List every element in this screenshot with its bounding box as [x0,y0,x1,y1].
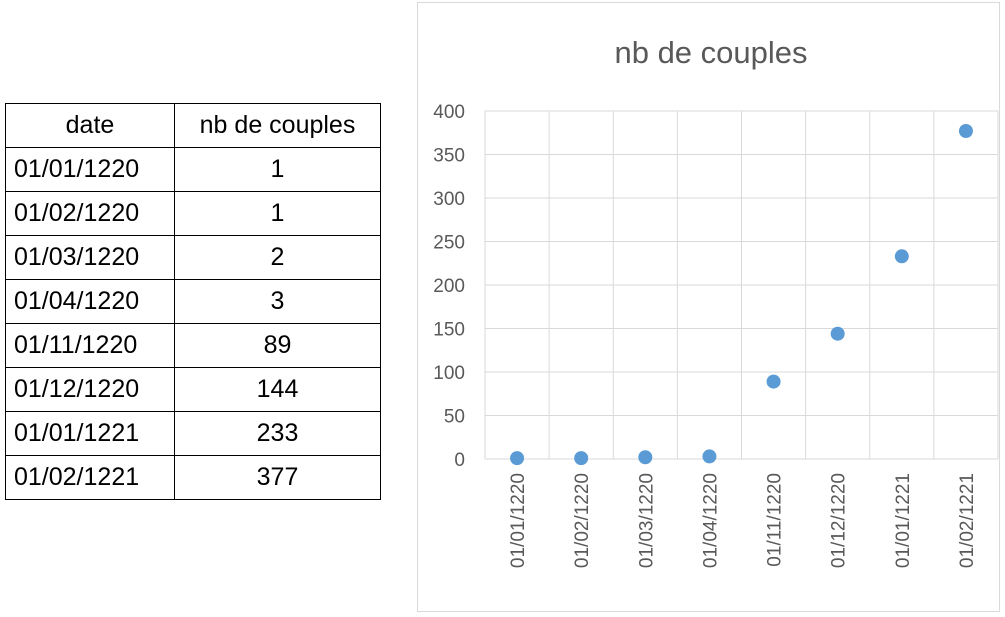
data-point [958,124,973,139]
data-point [510,451,525,466]
table-row: 01/12/1220 144 [5,367,381,412]
table-row: 01/01/1220 1 [5,147,381,192]
table-cell-date: 01/01/1220 [5,147,175,192]
x-axis-ticks: 01/01/1220 01/02/1220 01/03/1220 01/04/1220… [508,473,978,568]
table-cell-date: 01/02/1220 [5,191,175,236]
data-point [574,451,589,466]
header-date: date [5,103,175,148]
table-row: 01/01/1221 233 [5,411,381,456]
y-tick-label: 300 [433,189,465,210]
y-tick-label: 50 [444,407,465,428]
table-cell-date: 01/02/1221 [5,455,175,500]
table-cell-date: 01/04/1220 [5,279,175,324]
data-point [638,450,653,465]
table-cell-value: 377 [174,455,381,500]
x-tick-label: 01/03/1220 [636,473,657,568]
table-row: 01/02/1220 1 [5,191,381,236]
table-cell-value: 1 [174,191,381,236]
table-cell-value: 233 [174,411,381,456]
table-cell-date: 01/03/1220 [5,235,175,280]
y-tick-label: 150 [433,320,465,341]
table-row: 01/11/1220 89 [5,323,381,368]
x-tick-label: 01/01/1221 [893,473,914,568]
y-tick-label: 400 [433,102,465,123]
table-cell-value: 144 [174,367,381,412]
x-tick-label: 01/02/1220 [572,473,593,568]
table-cell-date: 01/11/1220 [5,323,175,368]
y-tick-label: 350 [433,146,465,167]
table-cell-value: 1 [174,147,381,192]
table-row: 01/02/1221 377 [5,455,381,500]
grid-layer [484,110,999,460]
data-points [510,124,973,466]
table-cell-date: 01/01/1221 [5,411,175,456]
x-tick-label: 01/02/1221 [957,473,978,568]
table-cell-value: 2 [174,235,381,280]
x-tick-label: 01/01/1220 [508,473,529,568]
header-nb-de-couples: nb de couples [174,103,381,148]
table-cell-date: 01/12/1220 [5,367,175,412]
table-header-row: date nb de couples [5,103,381,148]
table-row: 01/04/1220 3 [5,279,381,324]
table-cell-value: 89 [174,323,381,368]
x-tick-label: 01/04/1220 [700,473,721,568]
table-row: 01/03/1220 2 [5,235,381,280]
data-point [830,326,845,341]
data-point [894,249,909,264]
table-cell-value: 3 [174,279,381,324]
y-tick-label: 250 [433,233,465,254]
x-tick-label: 01/11/1220 [765,473,786,567]
y-tick-label: 100 [433,363,465,384]
chart-title: nb de couples [614,35,807,70]
x-tick-label: 01/12/1220 [829,473,850,568]
data-point [702,449,717,464]
scatter-chart: nb de couples 0 50 100 150 200 250 300 350 400 0… [433,35,999,568]
data-point [766,374,781,389]
y-tick-label: 200 [433,276,465,297]
y-axis-ticks: 0 50 100 150 200 250 300 350 400 [433,102,465,471]
y-tick-label: 0 [454,450,465,471]
chart-area: nb de couples 0 50 100 150 200 250 300 350 400 0… [417,2,1000,612]
data-table: date nb de couples 01/01/1220 1 01/02/12… [5,103,381,500]
